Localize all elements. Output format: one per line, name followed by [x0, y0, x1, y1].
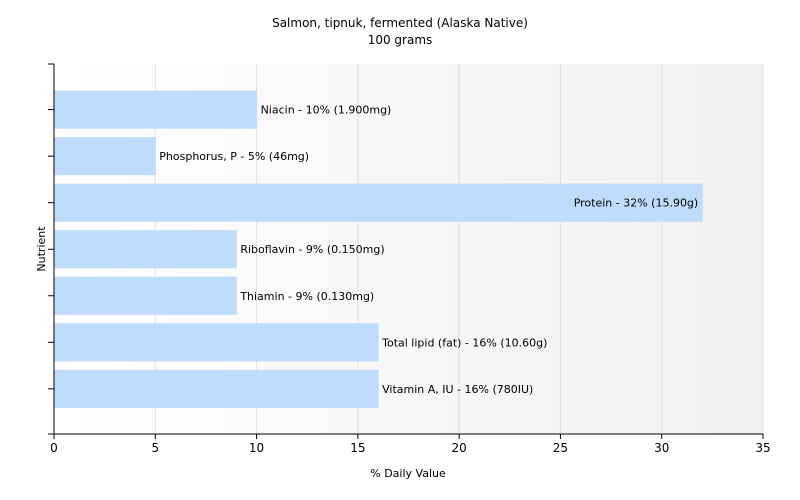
x-tick-label: 35	[755, 441, 770, 455]
chart-title: Salmon, tipnuk, fermented (Alaska Native…	[272, 16, 528, 30]
bar	[54, 276, 237, 315]
bar	[54, 323, 379, 362]
bar-label: Thiamin - 9% (0.130mg)	[239, 290, 374, 303]
bar	[54, 137, 156, 176]
x-tick-label: 15	[350, 441, 365, 455]
bar-label: Protein - 32% (15.90g)	[574, 197, 699, 210]
x-tick-label: 0	[50, 441, 58, 455]
x-tick-label: 5	[151, 441, 159, 455]
x-tick-label: 20	[452, 441, 467, 455]
bar	[54, 90, 258, 129]
bar-label: Vitamin A, IU - 16% (780IU)	[382, 383, 533, 396]
y-axis-label: Nutrient	[35, 226, 48, 272]
x-tick-label: 25	[553, 441, 568, 455]
bar-label: Niacin - 10% (1.900mg)	[261, 104, 392, 117]
bar-label: Phosphorus, P - 5% (46mg)	[159, 150, 309, 163]
chart-subtitle: 100 grams	[368, 33, 433, 47]
bar	[54, 183, 703, 222]
x-tick-label: 10	[249, 441, 264, 455]
x-tick-label: 30	[654, 441, 669, 455]
x-axis-label: % Daily Value	[370, 467, 446, 480]
axes: 0 5 10 15 20 25 30 35	[48, 63, 771, 455]
bars: Niacin - 10% (1.900mg) Phosphorus, P - 5%…	[54, 90, 703, 408]
bar-label: Riboflavin - 9% (0.150mg)	[240, 243, 384, 256]
bar	[54, 369, 379, 408]
bar-label: Total lipid (fat) - 16% (10.60g)	[381, 336, 547, 349]
bar	[54, 230, 237, 269]
